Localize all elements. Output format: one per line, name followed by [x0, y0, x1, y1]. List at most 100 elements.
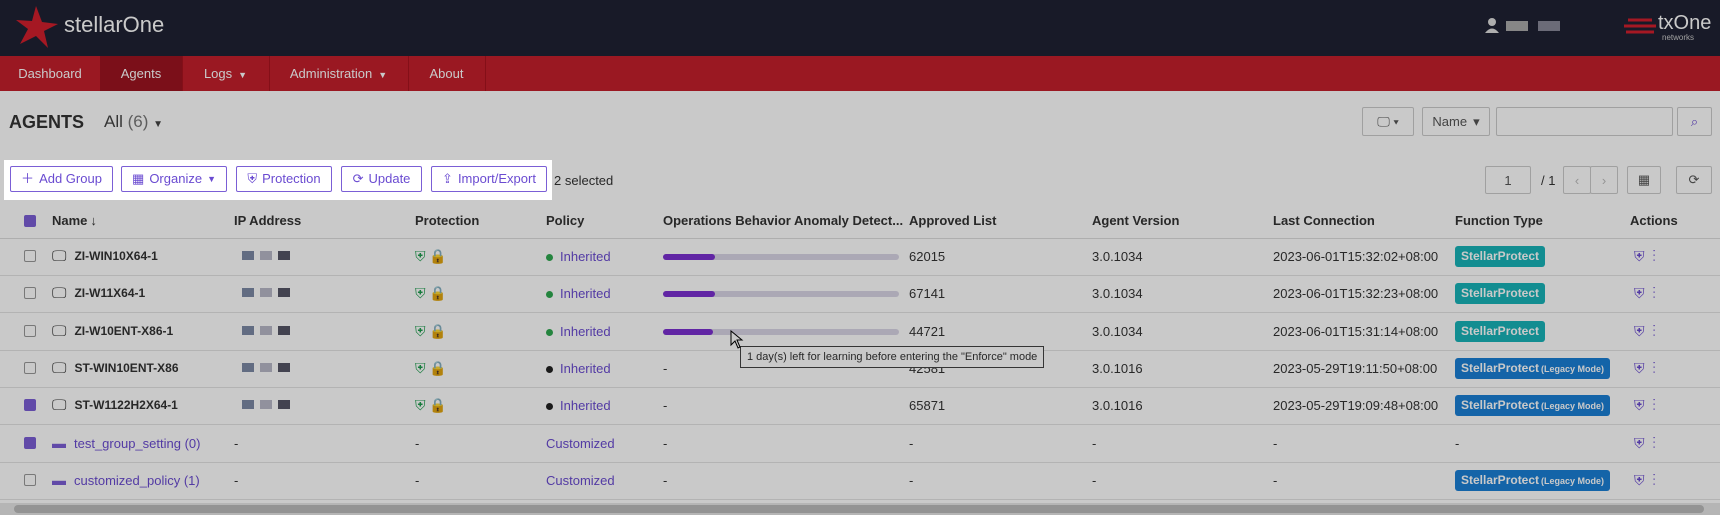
button-label: Import/Export	[457, 171, 536, 186]
nav-label: Administration	[289, 66, 373, 81]
nav-label: Dashboard	[18, 66, 82, 81]
device-icon: 🖵	[52, 285, 67, 303]
function-type: StellarProtect	[1461, 472, 1540, 487]
actions[interactable]: ⛨ ⋮	[1634, 397, 1656, 414]
toolbar-button[interactable]: ＋ Add Group	[10, 166, 113, 192]
column-header: Policy	[546, 213, 584, 228]
actions[interactable]: ⛨ ⋮	[1634, 359, 1656, 376]
toolbar-button[interactable]: ⇪ Import/Export	[431, 166, 547, 192]
toolbar-button[interactable]: ⛨ Protection	[236, 166, 332, 192]
device-icon: 🖵	[52, 397, 67, 415]
select-all[interactable]	[24, 215, 36, 227]
actions[interactable]: ⛨ ⋮	[1634, 471, 1656, 488]
row-checkbox[interactable]	[24, 250, 36, 262]
cursor	[730, 330, 744, 349]
agent-version: 3.0.1034	[1092, 323, 1143, 339]
agent-name[interactable]: ST-WIN10ENT-X86	[74, 360, 179, 375]
policy[interactable]: Inherited	[560, 249, 611, 264]
policy-cell: Inherited	[546, 238, 611, 275]
column-label: Agent Version	[1092, 213, 1180, 228]
actions[interactable]: ⛨ ⋮	[1634, 322, 1656, 339]
policy[interactable]: Inherited	[560, 323, 611, 339]
company-sub: networks	[1662, 33, 1695, 42]
column-label: Name	[52, 213, 88, 228]
name-cell: ▬ test_group_setting (0)	[52, 425, 200, 462]
table-row: ▬ customized_policy (1) - - Customized - - - - St…	[0, 462, 1720, 500]
actions[interactable]: ⛨ ⋮	[1634, 248, 1656, 264]
row-checkbox[interactable]	[24, 361, 36, 374]
icon: ＋	[21, 171, 35, 186]
learning-progress	[663, 291, 715, 298]
function-type: StellarProtect	[1461, 360, 1540, 375]
refresh-button[interactable]: ⟳	[1676, 166, 1712, 194]
table-header	[0, 205, 1720, 239]
page-title: AGENTS	[9, 112, 85, 132]
function-type: StellarProtect	[1461, 249, 1540, 263]
view-dropdown[interactable]: 🖵 ▾	[1362, 107, 1414, 136]
toolbar-button[interactable]: ⟳ Update	[341, 166, 422, 192]
policy[interactable]: Inherited	[560, 398, 611, 414]
policy-cell: Customized	[546, 425, 615, 462]
icon: ⛨	[247, 171, 258, 186]
row-checkbox[interactable]	[24, 324, 36, 337]
protection-icons: ⛨ 🔒	[415, 397, 447, 414]
agent-name[interactable]: ZI-W11X64-1	[74, 286, 146, 301]
table-row: 🖵 ZI-W11X64-1 ⛨ 🔒 Inherited 67141 3.0.1034 202…	[0, 275, 1720, 314]
name-cell: 🖵 ST-W1122H2X64-1	[52, 387, 178, 424]
agent-version: -	[1092, 472, 1097, 488]
columns-button[interactable]: ▦	[1627, 166, 1661, 194]
nav-item[interactable]: About	[408, 56, 486, 91]
policy-cell: Inherited	[546, 387, 611, 424]
search-button[interactable]: ⌕	[1677, 107, 1712, 136]
function-type: StellarProtect	[1461, 398, 1540, 413]
function-type: StellarProtect	[1461, 286, 1540, 301]
protection-icons: ⛨ 🔒	[415, 285, 447, 302]
nav-item[interactable]: Administration ▼	[269, 56, 409, 91]
column-header: Protection	[415, 213, 479, 228]
name-cell: 🖵 ST-WIN10ENT-X86	[52, 350, 179, 387]
policy[interactable]: Customized	[546, 435, 615, 451]
row-checkbox[interactable]	[24, 436, 36, 449]
last-connection: 2023-06-01T15:32:02+08:00	[1273, 249, 1439, 264]
actions[interactable]: ⛨ ⋮	[1634, 285, 1656, 302]
caret: ▼	[238, 70, 248, 80]
table-row: 🖵 ZI-WIN10X64-1 ⛨ 🔒 Inherited 62015 3.0.1034 2…	[0, 238, 1720, 276]
search-input[interactable]	[1496, 107, 1673, 136]
policy[interactable]: Inherited	[560, 286, 611, 302]
agent-name[interactable]: ZI-WIN10X64-1	[74, 249, 158, 263]
policy[interactable]: Inherited	[560, 360, 611, 376]
user	[1485, 18, 1560, 33]
agent-version: 3.0.1016	[1092, 360, 1143, 376]
search-field[interactable]: Name ▾	[1422, 107, 1490, 136]
toolbar-button[interactable]: ▦ Organize ▼	[121, 166, 227, 192]
nav-item[interactable]: Agents	[100, 56, 183, 91]
last-connection: 2023-06-01T15:31:14+08:00	[1273, 323, 1439, 339]
nav-item[interactable]: Logs ▼	[182, 56, 270, 91]
group-name[interactable]: test_group_setting (0)	[74, 435, 201, 451]
actions[interactable]: ⛨ ⋮	[1634, 434, 1656, 451]
name-cell: 🖵 ZI-WIN10X64-1	[52, 238, 158, 275]
button-label: Protection	[262, 171, 321, 186]
scrollbar	[0, 503, 1720, 515]
page-input[interactable]: 1	[1485, 166, 1531, 194]
icon: ⟳	[352, 171, 364, 186]
caret: ▼	[378, 70, 388, 80]
policy-cell: Inherited	[546, 350, 611, 387]
nav-item[interactable]: Dashboard	[0, 56, 101, 91]
learning-progress	[663, 254, 715, 260]
filter[interactable]: All (6) ▼	[104, 112, 164, 131]
column-header: Name ↓	[52, 213, 97, 228]
function-badge: StellarProtect	[1455, 320, 1546, 342]
row-checkbox[interactable]	[24, 473, 36, 486]
policy[interactable]: Customized	[546, 472, 615, 488]
agent-version: 3.0.1016	[1092, 398, 1143, 414]
row-checkbox[interactable]	[24, 399, 36, 412]
function-badge: StellarProtect (Legacy Mode)	[1455, 357, 1611, 379]
agent-name[interactable]: ZI-W10ENT-X86-1	[74, 323, 174, 338]
prev-page[interactable]: ‹	[1563, 166, 1591, 194]
group-name[interactable]: customized_policy (1)	[74, 472, 200, 488]
agent-name[interactable]: ST-W1122H2X64-1	[74, 398, 178, 413]
column-header: Operations Behavior Anomaly Detect...	[663, 213, 903, 228]
next-page[interactable]: ›	[1590, 166, 1618, 194]
row-checkbox[interactable]	[24, 287, 36, 300]
